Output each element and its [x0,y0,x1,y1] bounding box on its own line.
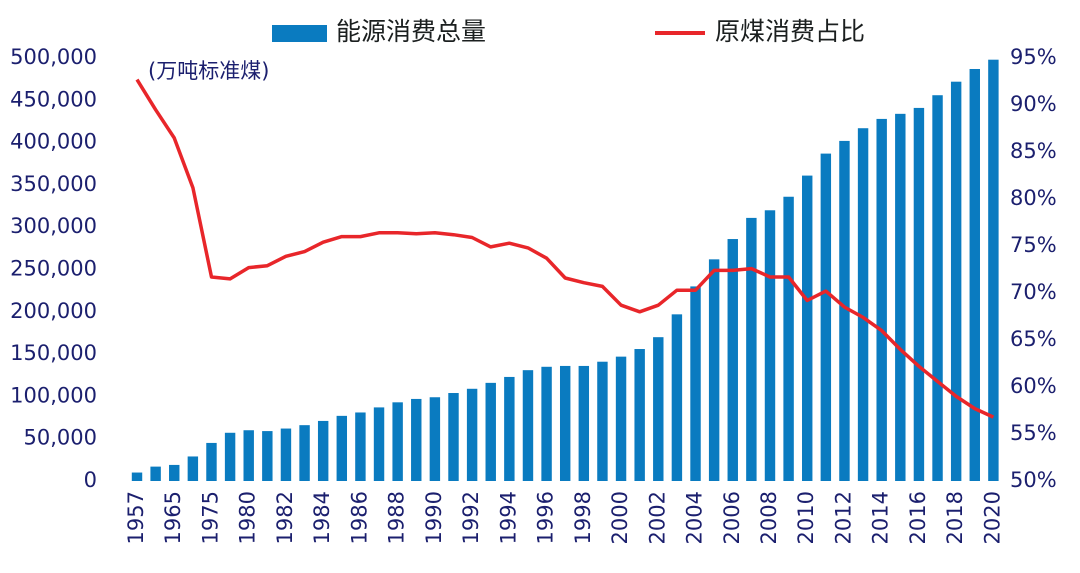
y2-tick-label: 65% [1010,327,1057,351]
x-tick-label: 1975 [198,491,222,544]
x-tick-label: 2018 [943,491,967,544]
bar [373,407,385,481]
bar [541,366,552,481]
bar [262,431,273,481]
y2-tick-label: 55% [1010,421,1057,445]
x-tick-label: 2014 [869,491,893,544]
y2-tick-label: 80% [1010,186,1057,210]
bar [708,259,720,481]
legend-swatch [272,25,327,42]
bar [820,153,832,481]
bar [392,402,403,481]
bar [578,365,590,481]
bar [243,430,254,481]
y-tick-label: 250,000 [10,257,97,281]
bar [504,376,515,481]
bar [932,95,943,481]
y2-tick-label: 70% [1010,280,1057,304]
y-tick-label: 300,000 [10,214,97,238]
bar [876,118,887,482]
bar [224,432,236,481]
y2-tick-label: 50% [1010,468,1057,492]
bar [839,140,850,481]
bar [653,337,664,481]
x-tick-label: 1996 [534,491,558,544]
x-tick-label: 2020 [980,491,1004,544]
y-tick-label: 100,000 [10,383,97,407]
y-tick-label: 150,000 [10,341,97,365]
x-tick-label: 1982 [273,491,297,544]
x-tick-label: 1988 [385,491,409,544]
y-tick-label: 350,000 [10,172,97,196]
x-tick-label: 1980 [236,491,260,544]
legend-label: 能源消费总量 [336,17,486,46]
bar [913,107,925,481]
y2-tick-label: 75% [1010,233,1057,257]
bar [317,420,329,481]
bar [169,464,180,481]
bar [895,113,906,481]
bar [634,349,645,481]
x-tick-label: 2012 [831,491,855,544]
line [135,78,995,419]
bar [783,196,794,481]
y-tick-label: 50,000 [24,426,97,450]
bar [727,239,738,481]
bar [764,210,776,481]
bar [448,393,459,481]
bar [206,442,217,481]
bar [429,397,441,481]
bar [671,314,683,481]
x-tick-label: 1998 [571,491,595,544]
x-tick-label: 2002 [645,491,669,544]
y2-tick-label: 95% [1010,45,1057,69]
bar [802,175,813,481]
y-tick-label: 450,000 [10,87,97,111]
bar [597,361,608,481]
bar [150,466,161,481]
x-tick-label: 2016 [906,491,930,544]
y-tick-label: 500,000 [10,45,97,69]
bar [466,388,478,481]
x-tick-label: 1965 [161,491,185,544]
bar [988,59,999,481]
bar [187,456,199,481]
bar [280,428,292,481]
bar [522,370,534,481]
x-tick-label: 2010 [794,491,818,544]
y2-tick-label: 90% [1010,92,1057,116]
unit-annotation: (万吨标准煤) [148,59,269,83]
bar [857,128,869,481]
bar [485,382,496,481]
y-tick-label: 400,000 [10,130,97,154]
bar [615,356,627,481]
bar [950,81,962,482]
x-tick-label: 2006 [720,491,744,544]
y2-tick-label: 85% [1010,139,1057,163]
bar [336,415,348,481]
x-tick-label: 1957 [124,491,148,544]
bar [411,398,422,481]
x-tick-label: 2004 [683,491,707,544]
x-tick-label: 1990 [422,491,446,544]
bar [746,217,757,482]
bar [969,68,980,482]
bar [355,412,366,481]
bar [559,365,571,481]
y-tick-label: 0 [84,468,97,492]
x-tick-label: 2000 [608,491,632,544]
x-tick-label: 2008 [757,491,781,544]
x-tick-label: 1994 [496,491,520,544]
x-tick-label: 1986 [347,491,371,544]
legend-label: 原煤消费占比 [715,17,865,46]
bar [690,286,701,481]
x-tick-label: 1992 [459,491,483,544]
y2-tick-label: 60% [1010,374,1057,398]
x-tick-label: 1984 [310,491,334,544]
bar [299,425,310,481]
y-tick-label: 200,000 [10,299,97,323]
bar [131,472,143,481]
